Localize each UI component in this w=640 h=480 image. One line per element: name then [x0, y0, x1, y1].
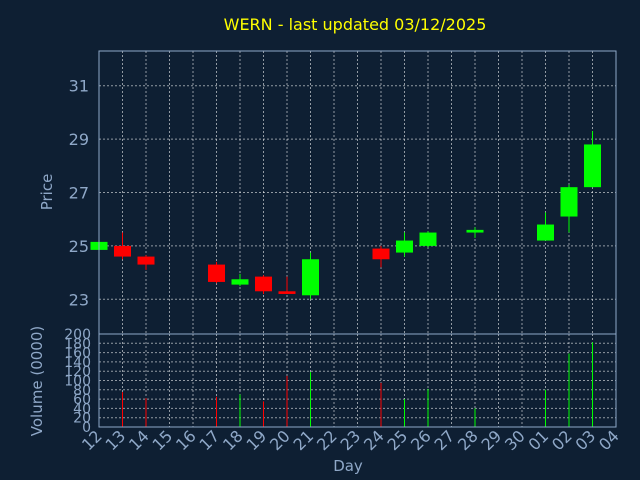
chart-title: WERN - last updated 03/12/2025: [224, 15, 487, 34]
candle-body: [137, 256, 155, 265]
volume-bars: [122, 342, 593, 427]
candle-body: [537, 224, 554, 241]
x-axis-label: Day: [333, 457, 363, 475]
volume-panel-frame: [98, 333, 617, 428]
candle-body: [466, 229, 484, 233]
candle-body: [302, 259, 319, 296]
volume-tick-label: 100: [64, 374, 91, 390]
candle-body: [419, 232, 437, 246]
candle-body: [255, 276, 272, 292]
price-tick-label: 23: [69, 290, 89, 309]
volume-tick-label: 80: [73, 383, 91, 399]
x-tick-label: 04: [595, 426, 623, 454]
volume-tick-label: 160: [64, 346, 91, 362]
price-tick-label: 27: [69, 184, 89, 203]
candle-body: [560, 187, 578, 217]
volume-tick-label: 120: [64, 364, 91, 380]
x-axis-ticks: 1213141516171819202122232425262728293001…: [78, 426, 623, 454]
volume-tick-label: 0: [82, 420, 91, 436]
price-tick-label: 31: [69, 77, 89, 96]
candle-body: [278, 291, 296, 294]
candle-body: [372, 248, 390, 260]
volume-tick-label: 20: [73, 411, 91, 427]
price-grid: [98, 51, 617, 334]
candle-body: [114, 245, 131, 257]
volume-grid: [98, 333, 617, 428]
volume-tick-label: 40: [73, 401, 91, 417]
candle-body: [396, 240, 413, 253]
volume-tick-label: 200: [64, 327, 91, 343]
candles: [90, 131, 601, 300]
volume-tick-label: 60: [73, 392, 91, 408]
price-axis-ticks: 23 25 27 29 31: [69, 77, 89, 310]
volume-tick-label: 140: [64, 355, 91, 371]
candle-body: [231, 279, 249, 285]
volume-axis-label: Volume (0000): [28, 326, 46, 436]
price-tick-label: 29: [69, 130, 89, 149]
price-tick-label: 25: [69, 237, 89, 256]
price-axis-label: Price: [38, 174, 56, 211]
volume-tick-label: 180: [64, 336, 91, 352]
candle-body: [584, 144, 601, 188]
candle-body: [208, 264, 225, 282]
